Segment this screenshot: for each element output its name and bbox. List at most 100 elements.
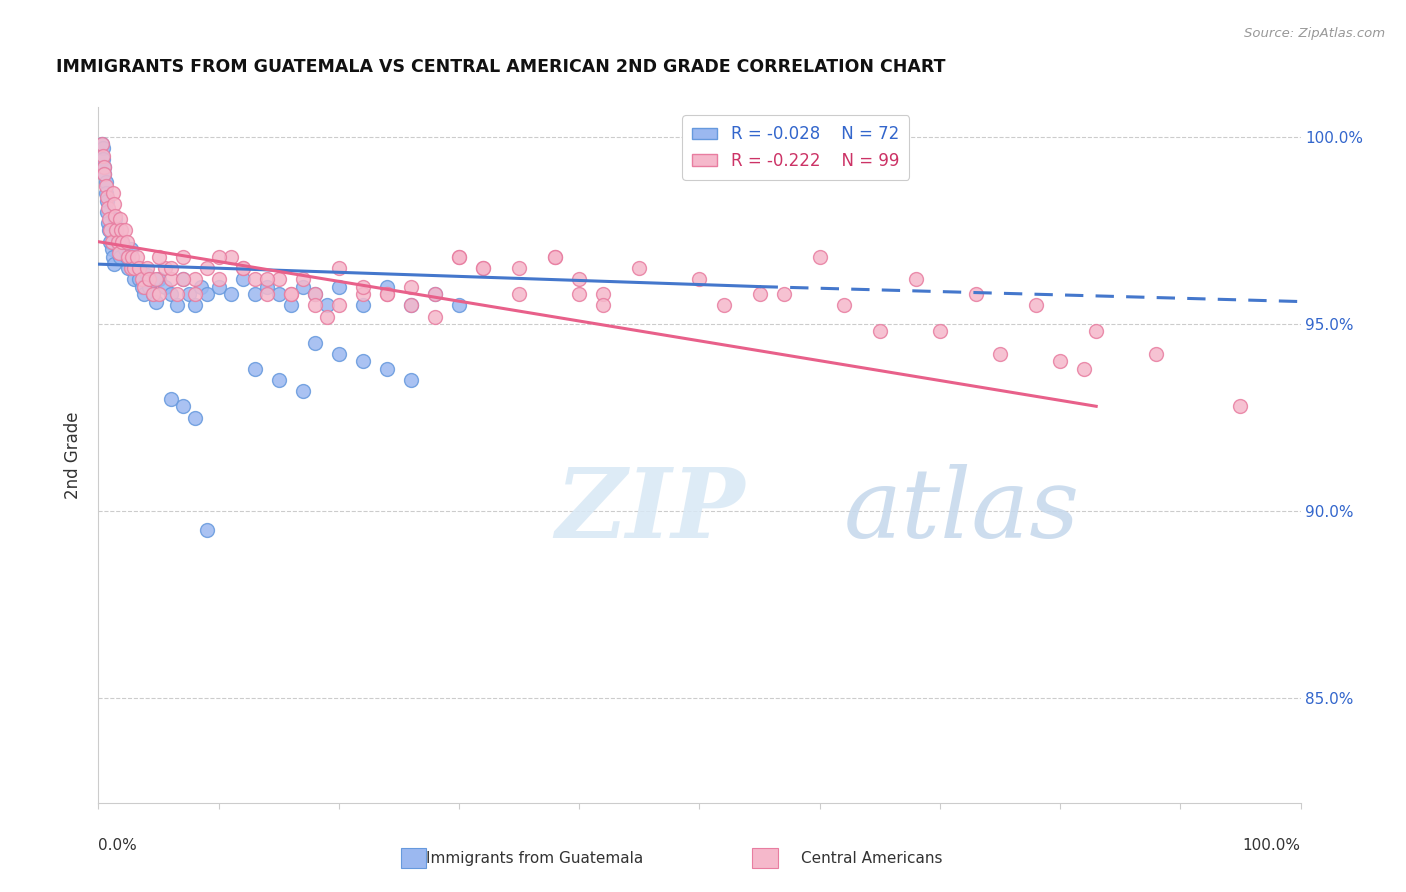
Point [904, 272, 927, 286]
Point [105, 223, 128, 237]
Text: Immigrants from Guatemala: Immigrants from Guatemala [426, 851, 643, 865]
Point [280, 298, 302, 312]
Point [808, 250, 831, 264]
Point [135, 260, 157, 275]
Point [375, 287, 398, 301]
Point [183, 287, 205, 301]
Point [748, 287, 770, 301]
Point [628, 260, 651, 275]
Point [328, 260, 350, 275]
Point [132, 279, 155, 293]
Point [108, 242, 131, 256]
Point [375, 279, 398, 293]
Point [96, 204, 118, 219]
Point [125, 260, 148, 275]
Point [159, 272, 181, 286]
Point [96, 190, 118, 204]
Point [148, 272, 170, 286]
Point [91, 141, 114, 155]
Point [117, 235, 139, 249]
Point [832, 298, 855, 312]
Point [117, 250, 139, 264]
Point [93, 160, 115, 174]
Point [399, 298, 422, 312]
Point [148, 250, 170, 264]
Point [399, 298, 422, 312]
Point [544, 250, 567, 264]
Point [869, 325, 891, 339]
Point [256, 272, 278, 286]
Point [190, 279, 212, 293]
Point [399, 373, 422, 387]
Point [148, 287, 170, 301]
Point [159, 287, 181, 301]
Point [472, 260, 495, 275]
Text: 0.0%: 0.0% [98, 838, 138, 853]
Point [121, 260, 143, 275]
Point [100, 223, 122, 237]
Point [131, 272, 153, 286]
Point [94, 186, 117, 200]
Point [172, 272, 194, 286]
Point [94, 175, 117, 189]
Y-axis label: 2nd Grade: 2nd Grade [65, 411, 83, 499]
Point [195, 287, 218, 301]
Point [280, 287, 302, 301]
Point [183, 298, 205, 312]
Point [166, 298, 188, 312]
Point [132, 287, 155, 301]
Point [352, 279, 374, 293]
Point [267, 287, 290, 301]
Point [128, 272, 150, 286]
Point [111, 235, 134, 249]
Point [1073, 362, 1095, 376]
Point [195, 523, 218, 537]
Point [713, 298, 735, 312]
Point [592, 287, 614, 301]
Point [117, 260, 139, 275]
Point [103, 257, 125, 271]
Point [423, 310, 446, 324]
Point [447, 298, 470, 312]
Point [120, 260, 142, 275]
Point [447, 250, 470, 264]
Point [1025, 298, 1047, 312]
Point [172, 250, 194, 264]
Point [124, 260, 146, 275]
Point [208, 279, 231, 293]
Point [183, 272, 205, 286]
Point [108, 246, 131, 260]
Point [91, 137, 114, 152]
Point [328, 279, 350, 293]
Point [219, 287, 242, 301]
Point [352, 354, 374, 368]
Point [304, 298, 326, 312]
Point [928, 325, 950, 339]
Point [91, 153, 114, 167]
Point [352, 287, 374, 301]
Point [159, 392, 181, 406]
Point [100, 242, 122, 256]
Point [328, 298, 350, 312]
Point [423, 287, 446, 301]
Point [195, 260, 218, 275]
Point [291, 279, 314, 293]
Point [104, 209, 127, 223]
Point [104, 212, 127, 227]
Point [508, 260, 530, 275]
Point [243, 287, 266, 301]
Point [131, 279, 153, 293]
Point [108, 250, 131, 264]
Point [145, 272, 167, 286]
Point [93, 167, 115, 181]
Point [965, 287, 987, 301]
Point [101, 186, 124, 200]
Point [304, 335, 326, 350]
Point [1229, 399, 1251, 413]
Point [256, 279, 278, 293]
Point [375, 362, 398, 376]
Point [267, 272, 290, 286]
Point [172, 399, 194, 413]
Text: ZIP: ZIP [555, 464, 745, 558]
Point [243, 272, 266, 286]
